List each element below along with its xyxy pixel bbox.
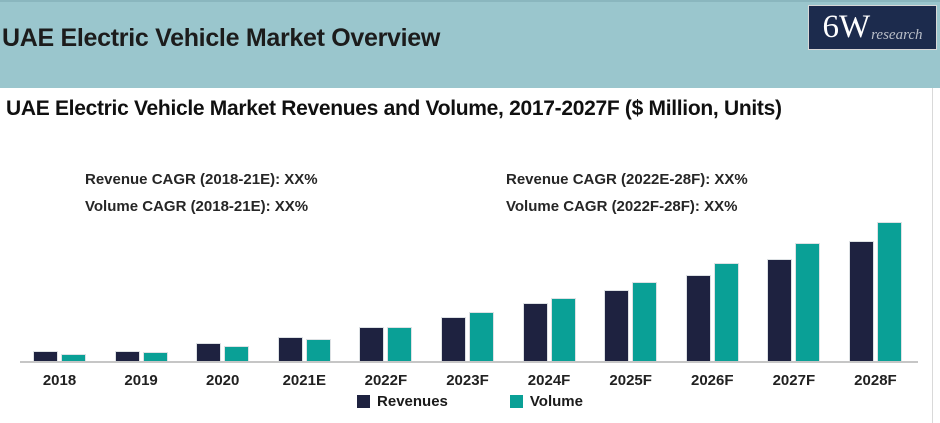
- bar-group-2027F: 2027F: [767, 244, 820, 389]
- legend-item-volume: Volume: [509, 393, 583, 410]
- bar-revenues-2027F: [768, 259, 792, 361]
- x-tick-2021E: 2021E: [282, 372, 326, 389]
- x-tick-2023F: 2023F: [446, 372, 489, 389]
- bar-volume-2018: [62, 354, 85, 361]
- cagr-volume-left: Volume CAGR (2018-21E): XX%: [85, 198, 309, 215]
- legend-item-revenues: Revenues: [357, 393, 448, 410]
- bar-group-2020: 2020: [196, 344, 249, 389]
- x-tick-2020: 2020: [206, 372, 240, 389]
- page-title: UAE Electric Vehicle Market Overview: [2, 24, 441, 52]
- bar-group-2019: 2019: [115, 351, 168, 389]
- x-tick-2019: 2019: [124, 372, 158, 389]
- brand-logo-sub: research: [871, 26, 923, 43]
- x-tick-2025F: 2025F: [609, 372, 652, 389]
- chart-legend: Revenues Volume: [0, 393, 940, 410]
- brand-logo: 6W research: [808, 5, 937, 50]
- bar-volume-2027F: [796, 244, 820, 361]
- cagr-revenue-right: Revenue CAGR (2022E-28F): XX%: [506, 171, 748, 188]
- bar-volume-2026F: [714, 263, 738, 361]
- x-tick-2018: 2018: [42, 372, 77, 389]
- brand-logo-main: 6W: [822, 9, 871, 45]
- bar-volume-2025F: [633, 283, 657, 361]
- bar-revenues-2024F: [523, 304, 547, 361]
- volume-legend-swatch-icon: [509, 395, 523, 408]
- revenues-legend-swatch-icon: [357, 395, 371, 408]
- x-tick-2024F: 2024F: [527, 372, 571, 389]
- x-tick-2027F: 2027F: [772, 372, 816, 389]
- bar-revenues-2025F: [605, 290, 629, 361]
- bar-revenues-2023F: [441, 318, 465, 361]
- bar-volume-2020: [225, 346, 249, 361]
- legend-label-revenues: Revenues: [377, 393, 448, 410]
- x-tick-2022F: 2022F: [364, 372, 408, 389]
- bar-volume-2024F: [551, 298, 575, 361]
- cagr-annotation-right: Revenue CAGR (2022E-28F): XX% Volume CAG…: [506, 171, 748, 225]
- bar-group-2026F: 2026F: [686, 263, 739, 389]
- bar-volume-2028F: [877, 222, 901, 361]
- cagr-volume-right: Volume CAGR (2022F-28F): XX%: [506, 198, 738, 215]
- bar-group-2028F: 2028F: [849, 222, 902, 389]
- bar-volume-2022F: [388, 328, 412, 361]
- legend-label-volume: Volume: [529, 393, 583, 410]
- cagr-annotation-left: Revenue CAGR (2018-21E): XX% Volume CAGR…: [85, 171, 318, 225]
- x-tick-2028F: 2028F: [854, 372, 897, 389]
- bar-volume-2023F: [469, 313, 493, 361]
- x-tick-2026F: 2026F: [690, 372, 734, 389]
- bar-volume-2021E: [306, 339, 330, 361]
- bar-group-2024F: 2024F: [523, 298, 576, 389]
- header-band: UAE Electric Vehicle Market Overview 6W …: [0, 0, 940, 88]
- bar-group-2022F: 2022F: [359, 327, 412, 389]
- bar-revenues-2019: [115, 351, 139, 361]
- bar-group-2025F: 2025F: [604, 283, 657, 389]
- bar-group-2018: 2018: [33, 352, 86, 389]
- bar-revenues-2022F: [360, 327, 384, 361]
- x-axis-line: [20, 361, 918, 363]
- bar-revenues-2020: [197, 344, 221, 361]
- bar-revenues-2018: [34, 352, 57, 361]
- card-right-border: [932, 88, 933, 423]
- bar-group-2021E: 2021E: [278, 337, 331, 389]
- bar-revenues-2021E: [278, 337, 302, 361]
- bar-revenues-2026F: [686, 276, 710, 361]
- bar-groups: 2018 2019 2020 2021E 2022F 2023F 2024F 2025F 202…: [33, 216, 902, 389]
- bar-group-2023F: 2023F: [441, 313, 494, 389]
- bar-volume-2019: [143, 353, 167, 361]
- cagr-revenue-left: Revenue CAGR (2018-21E): XX%: [85, 171, 318, 188]
- bar-revenues-2028F: [849, 241, 873, 361]
- chart-title: UAE Electric Vehicle Market Revenues and…: [6, 97, 782, 120]
